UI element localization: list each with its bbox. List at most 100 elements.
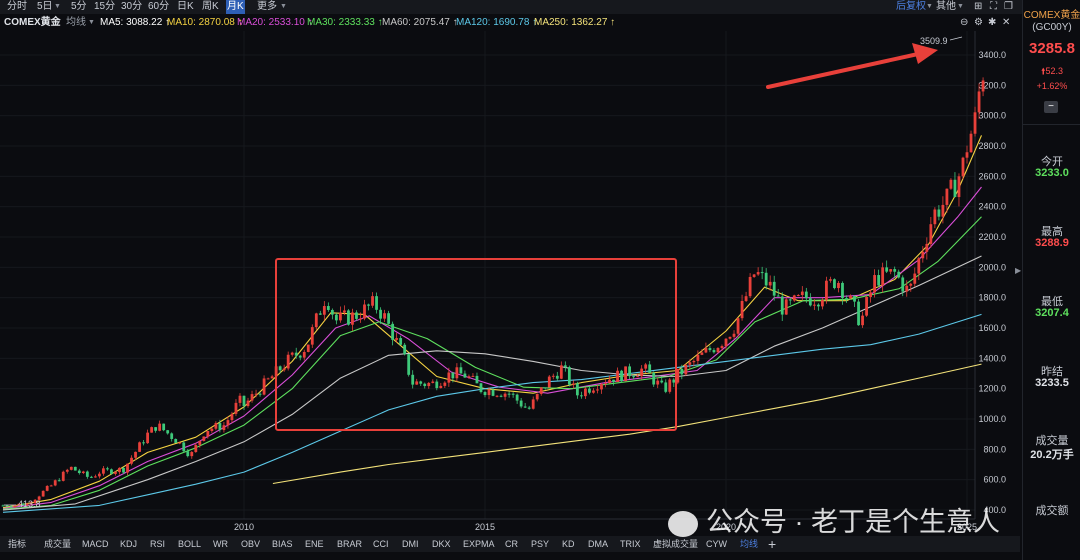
candle: [724, 338, 728, 351]
indicator-tab[interactable]: BOLL: [178, 539, 202, 549]
indicator-tab[interactable]: 指标: [8, 539, 27, 549]
candle: [596, 384, 599, 394]
panel-toggle-icon[interactable]: ▶: [1015, 266, 1022, 275]
candle: [423, 382, 427, 389]
trend-arrow: [766, 43, 938, 89]
indicator-tab[interactable]: RSI: [150, 539, 166, 549]
indicator-tab[interactable]: BRAR: [337, 539, 363, 549]
indicator-tab[interactable]: EXPMA: [463, 539, 495, 549]
chevron-down-icon[interactable]: ▼: [88, 19, 95, 26]
indicator-tab[interactable]: DMI: [402, 539, 419, 549]
candle: [600, 383, 603, 394]
indicator-tab[interactable]: MACD: [82, 539, 109, 549]
indicator-tab[interactable]: CR: [505, 539, 518, 549]
more-menu[interactable]: 更多: [257, 1, 277, 12]
y-tick-label: 2400.0: [978, 202, 1006, 212]
instrument-name: COMEX黄金: [1023, 10, 1080, 21]
low-value: 3207.4: [1035, 307, 1069, 319]
indicator-tab[interactable]: CCI: [373, 539, 389, 549]
candle: [555, 371, 559, 381]
price-chart[interactable]: 400.0 600.0 800.0 1000.0 1200.0 1400.0 1600.0 1…: [0, 31, 1020, 536]
candle: [511, 392, 515, 398]
indicator-tab[interactable]: ENE: [305, 539, 324, 549]
chevron-down-icon[interactable]: ▼: [957, 3, 964, 10]
candle: [330, 308, 334, 320]
indicator-tab[interactable]: OBV: [241, 539, 261, 549]
candle: [700, 349, 704, 356]
indicator-tab[interactable]: CYW: [706, 539, 727, 549]
candle: [652, 371, 656, 387]
close-icon[interactable]: ✕: [1002, 17, 1011, 28]
candle: [314, 312, 318, 330]
other-select[interactable]: 其他: [936, 1, 956, 12]
y-tick-label: 2000.0: [978, 262, 1006, 272]
candle: [226, 416, 230, 429]
chevron-down-icon[interactable]: ▼: [280, 3, 287, 10]
adjust-select[interactable]: 后复权: [896, 1, 926, 12]
timeframe-tab[interactable]: 30分: [121, 1, 143, 12]
candle: [869, 289, 872, 303]
candle: [73, 466, 77, 471]
candle: [523, 402, 527, 409]
gear-icon[interactable]: ⚙: [974, 17, 983, 28]
indicator-tab[interactable]: PSY: [531, 539, 550, 549]
candle: [720, 344, 724, 351]
candle: [9, 504, 13, 508]
timeframe-tab[interactable]: 60分: [148, 1, 170, 12]
candle: [202, 436, 206, 442]
indicator-tab[interactable]: KD: [562, 539, 575, 549]
candle: [174, 438, 178, 443]
y-tick-label: 1200.0: [978, 384, 1006, 394]
chevron-down-icon[interactable]: ▼: [926, 3, 933, 10]
candle: [656, 377, 660, 389]
indicator-tab-active[interactable]: 均线: [740, 539, 759, 549]
settings-icon[interactable]: ✱: [988, 17, 997, 28]
indicator-tab[interactable]: TRIX: [620, 539, 641, 549]
y-tick-label: 1000.0: [978, 414, 1006, 424]
timeframe-tab-active[interactable]: 月K: [226, 0, 245, 14]
fullscreen-icon[interactable]: ⛶: [990, 1, 997, 12]
collapse-button[interactable]: −: [1044, 101, 1058, 113]
timeframe-tab[interactable]: 5分: [71, 1, 87, 12]
candle: [708, 345, 712, 353]
candle: [495, 395, 499, 398]
minus-icon[interactable]: ⊖: [960, 17, 969, 28]
timeframe-tab[interactable]: 15分: [94, 1, 116, 12]
y-tick-label: 1600.0: [978, 323, 1006, 333]
indicator-tab[interactable]: DKX: [432, 539, 451, 549]
open-value: 3233.0: [1035, 167, 1069, 179]
y-tick-label: 1800.0: [978, 293, 1006, 303]
candle: [166, 429, 170, 435]
chevron-down-icon[interactable]: ▼: [54, 3, 61, 10]
last-price: 3285.8: [1029, 40, 1075, 57]
candle: [467, 374, 471, 379]
add-indicator-button[interactable]: +: [768, 536, 777, 552]
candle: [620, 369, 623, 383]
indicator-tab[interactable]: KDJ: [120, 539, 138, 549]
candle: [379, 307, 382, 324]
y-tick-label: 3400.0: [978, 50, 1006, 60]
candle: [451, 372, 455, 383]
timeframe-tab[interactable]: 分时: [7, 1, 27, 12]
ma-line-ma250: [272, 363, 982, 485]
candle: [933, 207, 937, 229]
indicator-tab[interactable]: BIAS: [272, 539, 293, 549]
timeframe-tab[interactable]: 5日: [37, 1, 53, 12]
min-price-label: 413.8: [18, 499, 41, 509]
window-icon[interactable]: ❐: [1004, 1, 1013, 12]
indicator-tab[interactable]: WR: [213, 539, 228, 549]
candle: [772, 275, 776, 301]
candle: [427, 381, 431, 389]
timeframe-tab[interactable]: 日K: [177, 1, 194, 12]
timeframe-tab[interactable]: 周K: [202, 1, 219, 12]
candle: [636, 373, 640, 378]
grid-icon[interactable]: ⊞: [974, 1, 983, 12]
indicator-type[interactable]: 均线: [66, 17, 86, 28]
candle: [33, 498, 37, 505]
indicator-tab[interactable]: 虚拟成交量: [653, 539, 699, 549]
candle: [77, 468, 81, 475]
candle: [881, 262, 885, 293]
candle: [238, 393, 242, 407]
indicator-tab[interactable]: 成交量: [44, 539, 72, 549]
indicator-tab[interactable]: DMA: [588, 539, 608, 549]
